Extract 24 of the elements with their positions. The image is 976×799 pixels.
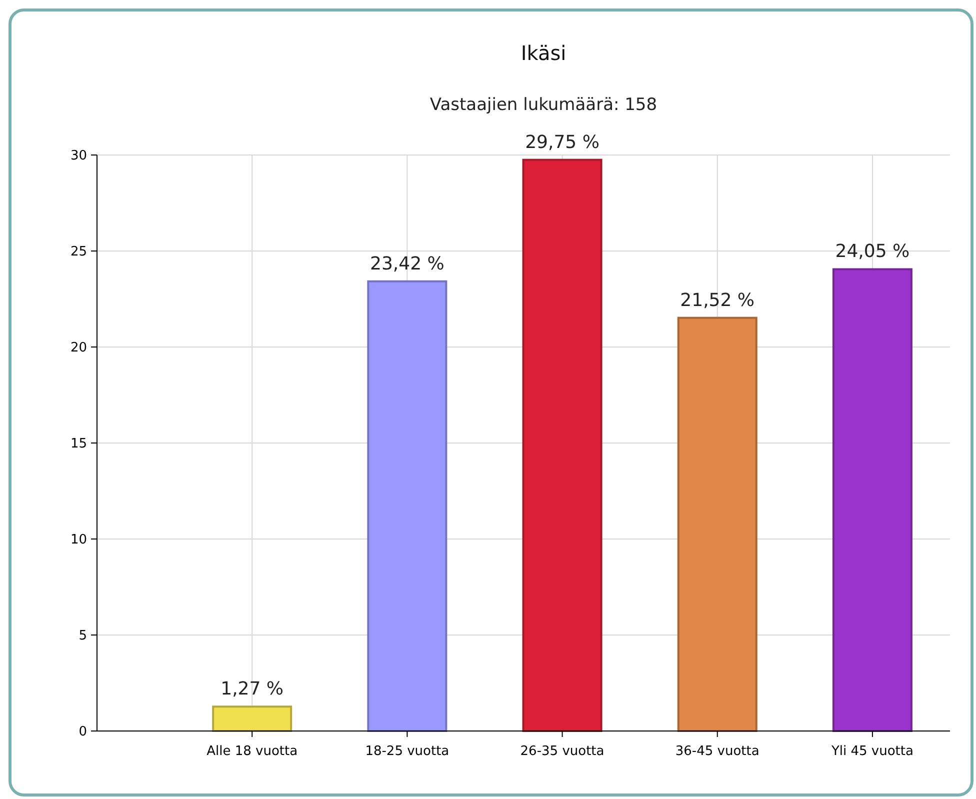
bar [212,706,292,732]
y-tick-label: 15 [70,436,87,452]
x-tick-label: 36-45 vuotta [675,744,760,759]
bar [832,268,912,732]
y-tick-label: 5 [78,628,87,644]
chart-title: Ikäsi [520,41,566,65]
y-tick-label: 30 [70,148,87,164]
x-tick-label: 18-25 vuotta [365,744,450,759]
data-label: 29,75 % [525,132,600,153]
data-label: 1,27 % [220,678,284,700]
x-tick-label: 26-35 vuotta [520,744,604,759]
bar [367,280,448,732]
data-label: 24,05 % [835,241,910,262]
data-label: 23,42 % [370,253,444,274]
y-tick-label: 0 [78,724,87,740]
y-tick-label: 10 [70,532,87,548]
chart-subtitle: Vastaajien lukumäärä: 158 [430,95,658,115]
data-label: 21,52 % [680,290,755,311]
bar [522,158,602,732]
y-tick-label: 20 [70,340,87,356]
bar [677,316,758,732]
x-tick-label: Alle 18 vuotta [206,744,298,759]
y-tick-label: 25 [70,244,87,260]
x-tick-label: Yli 45 vuotta [830,744,914,759]
